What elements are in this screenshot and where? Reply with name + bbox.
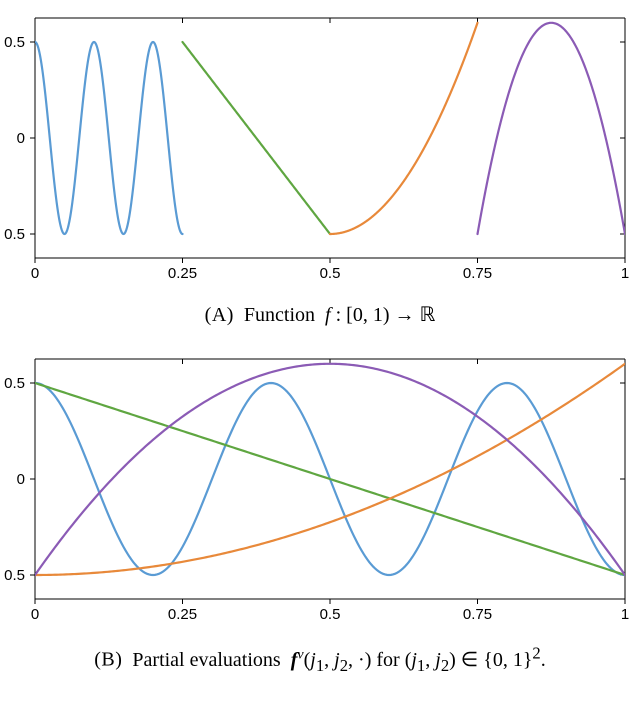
svg-text:0: 0 [17,130,25,147]
svg-text:0: 0 [31,606,39,623]
svg-text:1: 1 [621,606,629,623]
svg-text:0.75: 0.75 [463,606,492,623]
svg-text:0.25: 0.25 [168,606,197,623]
series-purple-par [35,364,625,575]
panel-b: 0 0.25 0.5 0.75 1 0.5 0 0.5 (B) Partial evaluat… [0,341,640,676]
caption-b-prefix: (B) [94,649,122,671]
svg-text:0: 0 [17,471,25,488]
svg-text:0.5: 0.5 [4,226,25,243]
svg-text:0.5: 0.5 [320,606,341,623]
svg-text:0.75: 0.75 [463,265,492,282]
svg-text:0.5: 0.5 [320,265,341,282]
svg-text:1: 1 [621,265,629,282]
series-seg4-purple [478,23,626,234]
series-seg1-blue [35,42,183,234]
series-seg2-green [183,42,331,234]
svg-text:0.5: 0.5 [4,375,25,392]
caption-b: (B) Partial evaluations fν(j1, j2, ·) fo… [0,643,640,676]
caption-a-math: Function f : [0, 1) → ℝ [244,304,435,326]
svg-text:0.25: 0.25 [168,265,197,282]
caption-a-prefix: (A) [205,304,234,326]
svg-text:0.5: 0.5 [4,34,25,51]
caption-b-math: Partial evaluations fν(j1, j2, ·) for (j… [132,649,545,671]
svg-text:0.5: 0.5 [4,567,25,584]
panel-a: 0 0.25 0.5 0.75 1 0.5 0 0.5 (A) Function f : [0… [0,0,640,327]
series-orange-qup [35,364,625,575]
caption-a: (A) Function f : [0, 1) → ℝ [0,302,640,327]
chart-a: 0 0.25 0.5 0.75 1 0.5 0 0.5 [0,0,640,298]
chart-b: 0 0.25 0.5 0.75 1 0.5 0 0.5 [0,341,640,639]
series-seg3-orange [330,23,478,234]
svg-text:0: 0 [31,265,39,282]
